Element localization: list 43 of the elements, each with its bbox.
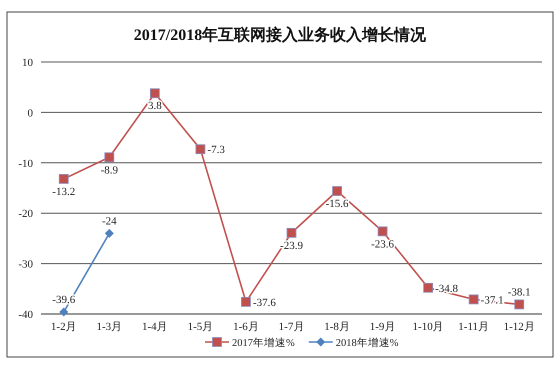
y-tick-label: 0 xyxy=(28,107,34,120)
point xyxy=(378,226,388,236)
data-label: -15.6 xyxy=(326,198,349,210)
x-tick-label: 1-11月 xyxy=(458,321,490,333)
y-tick-label: -40 xyxy=(18,309,34,321)
y-tick-label: -20 xyxy=(18,208,34,220)
chart-title: 2017/2018年互联网接入业务收入增长情况 xyxy=(134,26,428,44)
x-tick-label: 1-6月 xyxy=(233,321,259,333)
data-label: -7.3 xyxy=(207,144,226,156)
x-tick-label: 1-4月 xyxy=(142,321,168,333)
x-tick-label: 1-3月 xyxy=(96,321,122,333)
data-label: -38.1 xyxy=(508,286,531,298)
data-label: -37.6 xyxy=(252,296,276,309)
x-tick-label: 1-7月 xyxy=(278,321,304,333)
data-label: -24 xyxy=(102,215,118,228)
data-label: 3.8 xyxy=(148,100,162,112)
point xyxy=(104,228,114,238)
point xyxy=(286,228,296,238)
point xyxy=(514,300,524,310)
data-label: -8.9 xyxy=(100,164,119,176)
x-tick-label: 1-12月 xyxy=(504,321,535,333)
x-tick-label: 1-9月 xyxy=(370,321,396,333)
data-label: -34.8 xyxy=(435,282,459,295)
y-tick-label: 10 xyxy=(22,57,34,69)
point xyxy=(150,88,160,98)
point xyxy=(59,307,68,316)
x-tick-label: 1-10月 xyxy=(412,321,444,333)
point xyxy=(423,282,434,293)
legend-label: 2018年增速% xyxy=(336,336,399,349)
data-label: -23.6 xyxy=(371,238,395,250)
point xyxy=(332,186,342,196)
x-tick-label: 1-2月 xyxy=(50,321,77,333)
y-tick-label: -30 xyxy=(18,258,34,271)
point xyxy=(241,297,251,307)
point xyxy=(58,174,69,184)
y-tick-label: -10 xyxy=(18,158,34,170)
data-label: -13.2 xyxy=(52,186,76,198)
legend-label: 2017年增速% xyxy=(232,336,295,349)
point xyxy=(196,144,206,154)
point xyxy=(468,294,479,304)
x-tick-label: 1-5月 xyxy=(188,321,214,333)
x-tick-label: 1-8月 xyxy=(324,321,350,333)
point xyxy=(104,152,114,162)
